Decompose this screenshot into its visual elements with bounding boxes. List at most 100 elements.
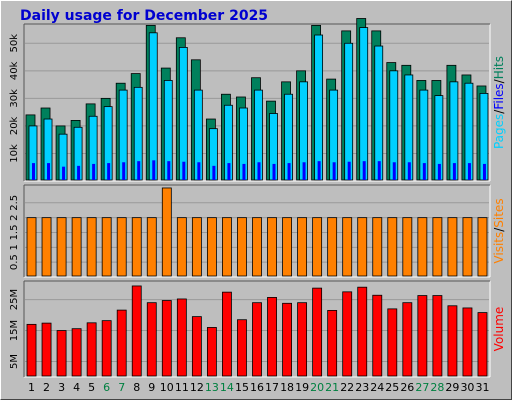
x-axis-day-label: 18 (280, 381, 294, 394)
volume-bar-day-13 (206, 327, 217, 377)
top-panel-axis-label-part: Files (492, 83, 506, 109)
volume-bar-day-3 (56, 330, 67, 377)
files-bar-day-23 (359, 27, 369, 181)
volume-bar-day-6 (101, 320, 112, 377)
pages-bar-day-26 (407, 162, 411, 180)
x-axis-day-label: 27 (415, 381, 429, 394)
visits-bar-day-17 (267, 217, 277, 277)
volume-bar-day-5 (86, 322, 97, 377)
volume-bar-day-24 (372, 294, 383, 377)
x-axis-day-label: 9 (148, 381, 155, 394)
pages-bar-day-19 (302, 162, 306, 180)
volume-bar-day-2 (41, 322, 52, 377)
middle-panel-axis-label-part: / (492, 227, 506, 232)
files-bar-day-11 (178, 47, 188, 181)
pages-bar-day-29 (452, 163, 456, 180)
volume-bar-day-25 (387, 308, 398, 377)
pages-bar-day-23 (362, 161, 366, 180)
x-axis-day-label: 25 (385, 381, 399, 394)
visits-bar-day-14 (222, 217, 232, 277)
pages-bar-day-2 (47, 163, 51, 180)
x-axis-day-label: 23 (355, 381, 369, 394)
x-axis-day-label: 3 (58, 381, 65, 394)
volume-bar-day-30 (462, 307, 473, 377)
pages-bar-day-4 (77, 165, 81, 180)
x-axis-day-label: 7 (118, 381, 125, 394)
pages-bar-day-8 (137, 161, 141, 180)
pages-bar-day-14 (227, 163, 231, 180)
top-panel-tick-label: 40k (9, 61, 20, 80)
volume-bar-day-9 (146, 302, 157, 377)
volume-bar-day-7 (116, 309, 127, 377)
visits-bar-day-22 (342, 217, 353, 277)
visits-bar-day-11 (176, 217, 187, 277)
volume-bar-day-11 (176, 298, 187, 377)
x-axis-day-label: 2 (43, 381, 50, 394)
volume-bar-day-28 (432, 295, 443, 377)
pages-bar-day-18 (287, 163, 291, 180)
visits-bar-day-5 (86, 217, 97, 277)
middle-panel-axis-label-part: Visits (492, 232, 506, 264)
visits-bar-day-19 (297, 217, 308, 277)
volume-bar-day-14 (222, 291, 232, 377)
x-axis-day-label: 11 (175, 381, 189, 394)
x-axis-day-label: 16 (250, 381, 264, 394)
bottom-panel-tick-label: 5M (9, 354, 20, 369)
top-panel-axis-label-part: Pages (492, 114, 506, 149)
pages-bar-day-21 (332, 162, 336, 180)
top-panel-tick-label: 50k (9, 34, 20, 53)
bottom-panel-axis-label-part: Volume (492, 307, 506, 352)
volume-bar-day-26 (402, 302, 413, 377)
pages-bar-day-12 (197, 162, 201, 180)
x-axis-day-label: 31 (475, 381, 489, 394)
volume-bar-day-27 (417, 295, 428, 377)
volume-bar-day-1 (26, 323, 37, 377)
visits-bar-day-3 (56, 217, 67, 277)
visits-bar-day-23 (357, 217, 368, 277)
top-panel-tick-label: 30k (9, 89, 20, 108)
visits-bar-day-29 (447, 217, 458, 277)
x-axis-day-label: 22 (340, 381, 354, 394)
visits-bar-day-24 (372, 217, 383, 277)
x-axis-day-label: 4 (73, 381, 80, 394)
x-axis-day-label: 8 (133, 381, 140, 394)
visits-bar-day-10 (161, 187, 172, 277)
visits-bar-day-15 (237, 217, 247, 277)
x-axis-day-label: 14 (220, 381, 234, 394)
top-panel-axis-label-part: Hits (492, 56, 506, 79)
visits-bar-day-20 (312, 217, 323, 277)
visits-bar-day-7 (116, 217, 127, 277)
files-bar-day-24 (374, 45, 384, 181)
pages-bar-day-9 (152, 160, 156, 180)
x-axis-day-label: 20 (310, 381, 324, 394)
x-axis-day-label: 5 (88, 381, 95, 394)
visits-bar-day-26 (402, 217, 413, 277)
files-bar-day-22 (344, 42, 354, 181)
files-bar-day-20 (314, 34, 324, 181)
x-axis-day-label: 19 (295, 381, 309, 394)
volume-bar-day-20 (312, 287, 323, 377)
pages-bar-day-22 (347, 161, 351, 180)
top-panel-tick-label: 20k (9, 116, 20, 135)
bottom-panel-axis-label: Volume (492, 307, 506, 352)
pages-bar-day-28 (437, 163, 441, 180)
volume-bar-day-21 (327, 310, 338, 377)
x-axis-day-label: 12 (190, 381, 204, 394)
volume-bar-day-10 (161, 300, 172, 377)
x-axis-day-label: 1 (28, 381, 35, 394)
visits-bar-day-12 (191, 217, 202, 277)
middle-panel-axis-label-part: Sites (492, 198, 506, 227)
pages-bar-day-13 (212, 165, 216, 180)
visits-bar-day-31 (477, 217, 488, 277)
visits-bar-day-18 (282, 217, 292, 277)
pages-bar-day-6 (107, 163, 111, 180)
volume-bar-day-15 (237, 319, 247, 377)
visits-bar-day-1 (26, 217, 37, 277)
visits-bar-day-25 (387, 217, 398, 277)
pages-bar-day-10 (167, 161, 171, 180)
visits-bar-day-6 (101, 217, 112, 277)
pages-bar-day-11 (182, 161, 186, 180)
volume-bar-day-17 (267, 297, 277, 377)
bottom-panel-tick-label: 15M (9, 320, 20, 341)
